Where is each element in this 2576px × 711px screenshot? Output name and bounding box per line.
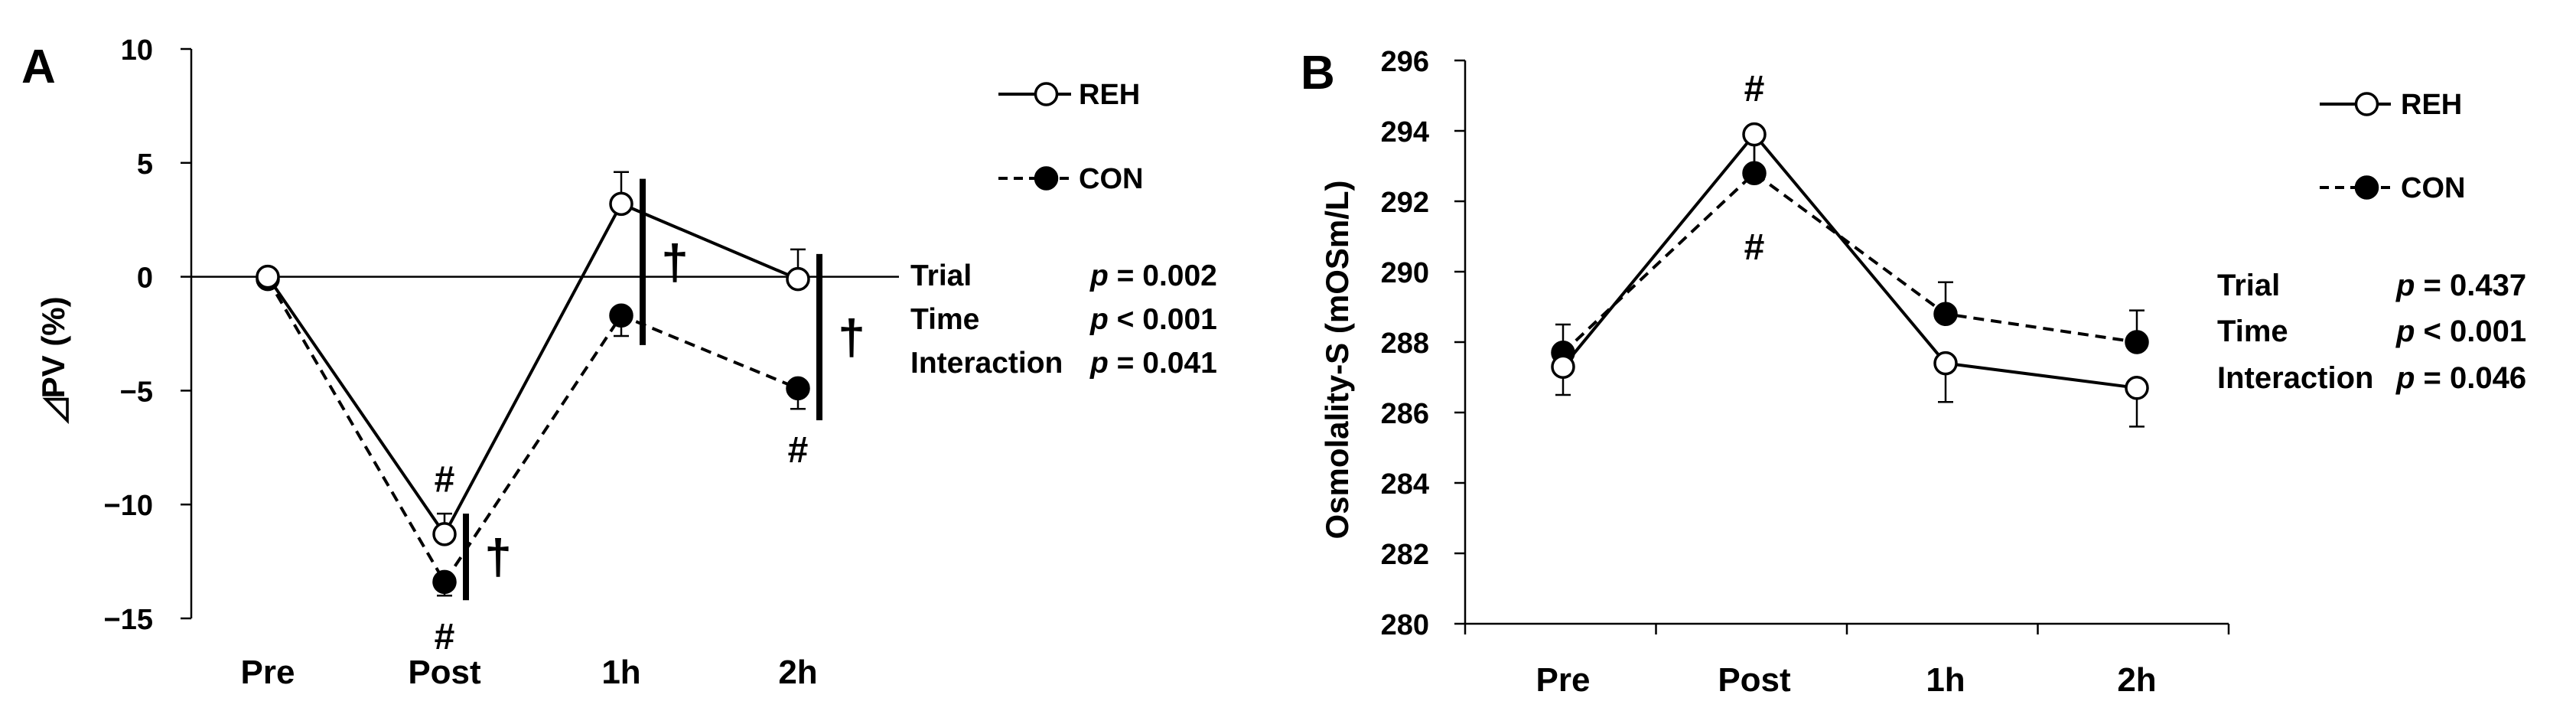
y-tick-label: −15 [104, 604, 153, 636]
y-tick-label: 284 [1381, 468, 1429, 501]
significance-hash: # [788, 430, 809, 471]
y-tick-label: 290 [1381, 257, 1429, 289]
y-tick-label: 280 [1381, 609, 1429, 641]
legend-label-reh: REH [1079, 79, 1140, 111]
y-tick-label: −10 [104, 490, 153, 522]
panel-b-y-axis-label: Osmolality-S (mOSm/L) [1319, 180, 1355, 539]
y-tick-label: 282 [1381, 539, 1429, 571]
significance-hash: # [435, 459, 455, 500]
legend-marker-con [1034, 166, 1059, 191]
x-category-label: 2h [778, 654, 817, 691]
series-line-reh [266, 201, 799, 537]
significance-dagger: † [484, 530, 512, 585]
data-point-reh [1551, 354, 1575, 379]
stat-p-symbol: p [2395, 361, 2415, 395]
data-point-con [609, 303, 633, 328]
stat-p-value: = 0.002 [1109, 259, 1217, 292]
stat-value: p = 0.437 [2395, 269, 2526, 302]
significance-dagger: † [838, 309, 865, 364]
data-point-reh [786, 266, 810, 292]
stat-value: p = 0.041 [1089, 347, 1217, 380]
stat-label: Trial [910, 259, 972, 292]
series-line-reh [1562, 132, 2138, 390]
y-tick-label: 286 [1381, 398, 1429, 430]
legend-label-con: CON [1079, 163, 1143, 195]
stat-value: p = 0.046 [2395, 361, 2526, 395]
stat-p-value: = 0.046 [2415, 361, 2526, 395]
stat-label: Time [910, 303, 979, 336]
x-category-label: Pre [1536, 661, 1591, 699]
data-point-con [432, 569, 457, 595]
data-point-reh [432, 522, 457, 546]
stat-p-symbol: p [1089, 303, 1109, 336]
legend-marker-con [2354, 175, 2379, 200]
stat-p-value: < 0.001 [1109, 303, 1217, 336]
data-point-reh [2125, 376, 2149, 400]
stat-value: p = 0.002 [1089, 259, 1217, 292]
stat-label: Interaction [2217, 361, 2373, 395]
stat-p-value: < 0.001 [2415, 315, 2526, 348]
x-category-label: Post [408, 654, 481, 691]
significance-hash: # [1744, 69, 1765, 109]
stat-label: Trial [2217, 269, 2280, 302]
data-point-con [786, 376, 810, 401]
data-point-reh [1742, 122, 1767, 147]
stat-p-value: = 0.437 [2415, 269, 2526, 302]
y-tick-label: 288 [1381, 328, 1429, 360]
significance-hash: # [1744, 227, 1765, 268]
legend-marker-reh [2354, 92, 2379, 116]
x-category-label: Pre [241, 654, 295, 691]
x-category-label: 1h [1926, 661, 1965, 699]
stat-label: Time [2217, 315, 2288, 348]
stat-p-symbol: p [1089, 259, 1109, 292]
x-category-label: 2h [2117, 661, 2156, 699]
panel-b-label: B [1301, 47, 1335, 99]
data-point-con [2125, 330, 2149, 354]
x-category-label: 1h [601, 654, 640, 691]
panel-a-label: A [21, 41, 56, 93]
panel-a: A ◿PV (%) 10 5 0 −5 −10 −15 Pre Post 1h 2h # # # † † † R… [21, 34, 1217, 691]
series-line-con [1562, 171, 2138, 354]
y-tick-label: 292 [1381, 187, 1429, 219]
y-tick-label: 10 [121, 34, 153, 67]
stat-value: p < 0.001 [2395, 315, 2526, 348]
stat-label: Interaction [910, 347, 1063, 380]
data-point-reh [1933, 351, 1958, 376]
panel-b: B Osmolality-S (mOSm/L) 296 294 292 290 288 2… [1301, 46, 2526, 699]
legend-marker-reh [1034, 82, 1059, 106]
data-point-reh [256, 264, 280, 289]
legend-label-con: CON [2401, 172, 2465, 204]
panel-a-y-axis-label: ◿PV (%) [35, 296, 71, 424]
y-tick-label: 0 [137, 263, 153, 295]
legend-label-reh: REH [2401, 89, 2462, 121]
series-line-con [266, 278, 799, 585]
significance-hash: # [435, 617, 455, 657]
data-point-con [1933, 302, 1958, 326]
stat-p-symbol: p [1089, 347, 1109, 380]
stat-value: p < 0.001 [1089, 303, 1217, 336]
stat-p-symbol: p [2395, 315, 2415, 348]
stat-p-value: = 0.041 [1109, 347, 1217, 380]
data-point-reh [609, 191, 633, 217]
y-tick-label: −5 [120, 376, 153, 408]
y-tick-label: 5 [137, 148, 153, 181]
y-tick-label: 294 [1381, 116, 1429, 148]
x-category-label: Post [1718, 661, 1791, 699]
y-tick-label: 296 [1381, 46, 1429, 78]
stat-p-symbol: p [2395, 269, 2415, 302]
significance-dagger: † [661, 234, 689, 289]
data-point-con [1742, 161, 1767, 185]
